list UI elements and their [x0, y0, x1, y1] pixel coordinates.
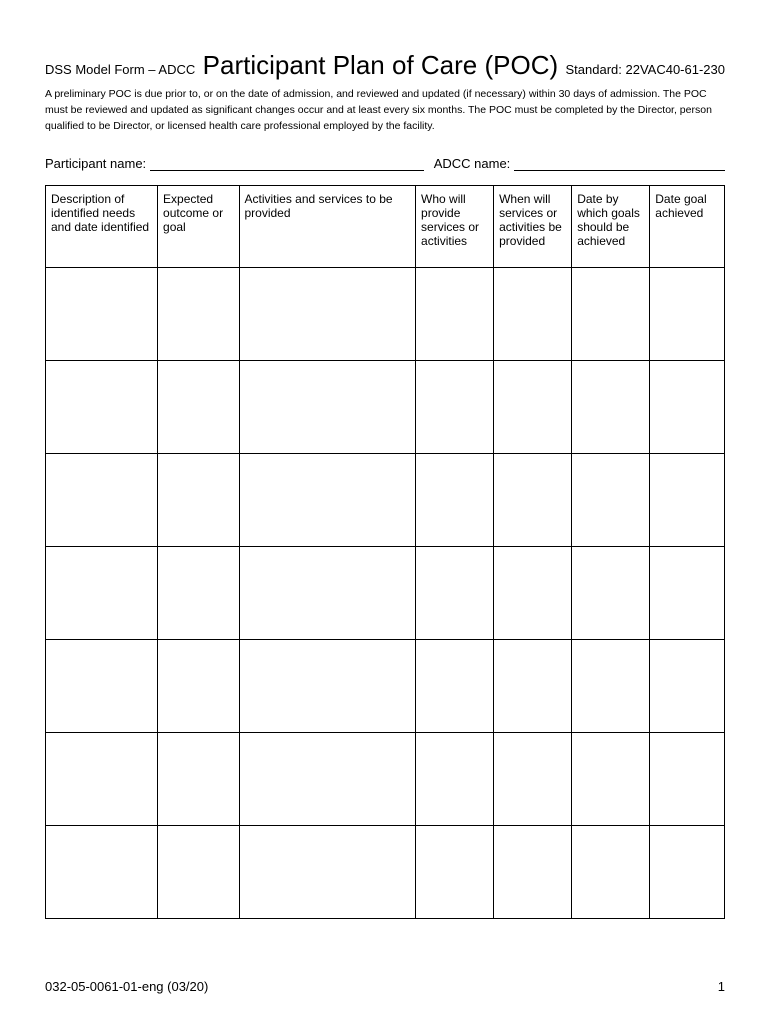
table-cell[interactable]: [239, 361, 416, 454]
standard-code: Standard: 22VAC40-61-230: [566, 62, 725, 77]
col-header-date-goal: Date by which goals should be achieved: [572, 186, 650, 268]
table-row: [46, 361, 725, 454]
table-cell[interactable]: [239, 826, 416, 919]
table-cell[interactable]: [46, 640, 158, 733]
table-cell[interactable]: [650, 733, 725, 826]
table-cell[interactable]: [494, 547, 572, 640]
table-cell[interactable]: [416, 826, 494, 919]
adcc-name-label: ADCC name:: [434, 156, 511, 171]
table-cell[interactable]: [650, 268, 725, 361]
table-cell[interactable]: [239, 268, 416, 361]
table-cell[interactable]: [239, 733, 416, 826]
table-cell[interactable]: [572, 640, 650, 733]
col-header-activities: Activities and services to be provided: [239, 186, 416, 268]
table-cell[interactable]: [158, 268, 239, 361]
table-cell[interactable]: [46, 454, 158, 547]
table-row: [46, 268, 725, 361]
col-header-needs: Description of identified needs and date…: [46, 186, 158, 268]
table-cell[interactable]: [46, 361, 158, 454]
table-cell[interactable]: [572, 361, 650, 454]
table-cell[interactable]: [572, 268, 650, 361]
table-cell[interactable]: [158, 454, 239, 547]
table-cell[interactable]: [158, 361, 239, 454]
table-cell[interactable]: [650, 547, 725, 640]
table-cell[interactable]: [46, 826, 158, 919]
table-row: [46, 733, 725, 826]
col-header-when: When will services or activities be prov…: [494, 186, 572, 268]
col-header-outcome: Expected outcome or goal: [158, 186, 239, 268]
table-cell[interactable]: [494, 640, 572, 733]
participant-name-input[interactable]: [150, 157, 424, 171]
col-header-who: Who will provide services or activities: [416, 186, 494, 268]
table-cell[interactable]: [494, 268, 572, 361]
page-title: Participant Plan of Care (POC): [195, 50, 565, 81]
poc-table: Description of identified needs and date…: [45, 185, 725, 919]
col-header-achieved: Date goal achieved: [650, 186, 725, 268]
table-cell[interactable]: [572, 454, 650, 547]
table-cell[interactable]: [46, 268, 158, 361]
footer-page-number: 1: [718, 979, 725, 994]
table-cell[interactable]: [416, 640, 494, 733]
table-cell[interactable]: [572, 826, 650, 919]
table-cell[interactable]: [416, 454, 494, 547]
table-row: [46, 826, 725, 919]
table-cell[interactable]: [416, 268, 494, 361]
table-cell[interactable]: [239, 547, 416, 640]
form-id: DSS Model Form – ADCC: [45, 62, 195, 77]
adcc-name-input[interactable]: [514, 157, 725, 171]
table-cell[interactable]: [239, 454, 416, 547]
table-cell[interactable]: [650, 454, 725, 547]
table-row: [46, 454, 725, 547]
table-body: [46, 268, 725, 919]
table-cell[interactable]: [158, 547, 239, 640]
table-cell[interactable]: [416, 361, 494, 454]
table-cell[interactable]: [239, 640, 416, 733]
table-row: [46, 640, 725, 733]
table-cell[interactable]: [416, 547, 494, 640]
table-cell[interactable]: [158, 640, 239, 733]
table-cell[interactable]: [650, 640, 725, 733]
table-row: [46, 547, 725, 640]
table-cell[interactable]: [650, 826, 725, 919]
table-cell[interactable]: [494, 733, 572, 826]
table-cell[interactable]: [46, 733, 158, 826]
table-cell[interactable]: [158, 733, 239, 826]
footer-doc-number: 032-05-0061-01-eng (03/20): [45, 979, 208, 994]
table-cell[interactable]: [46, 547, 158, 640]
table-cell[interactable]: [572, 547, 650, 640]
table-header-row: Description of identified needs and date…: [46, 186, 725, 268]
table-cell[interactable]: [494, 361, 572, 454]
table-cell[interactable]: [494, 826, 572, 919]
table-cell[interactable]: [158, 826, 239, 919]
table-cell[interactable]: [650, 361, 725, 454]
participant-name-label: Participant name:: [45, 156, 146, 171]
intro-paragraph: A preliminary POC is due prior to, or on…: [45, 87, 725, 134]
table-cell[interactable]: [494, 454, 572, 547]
table-cell[interactable]: [416, 733, 494, 826]
table-cell[interactable]: [572, 733, 650, 826]
